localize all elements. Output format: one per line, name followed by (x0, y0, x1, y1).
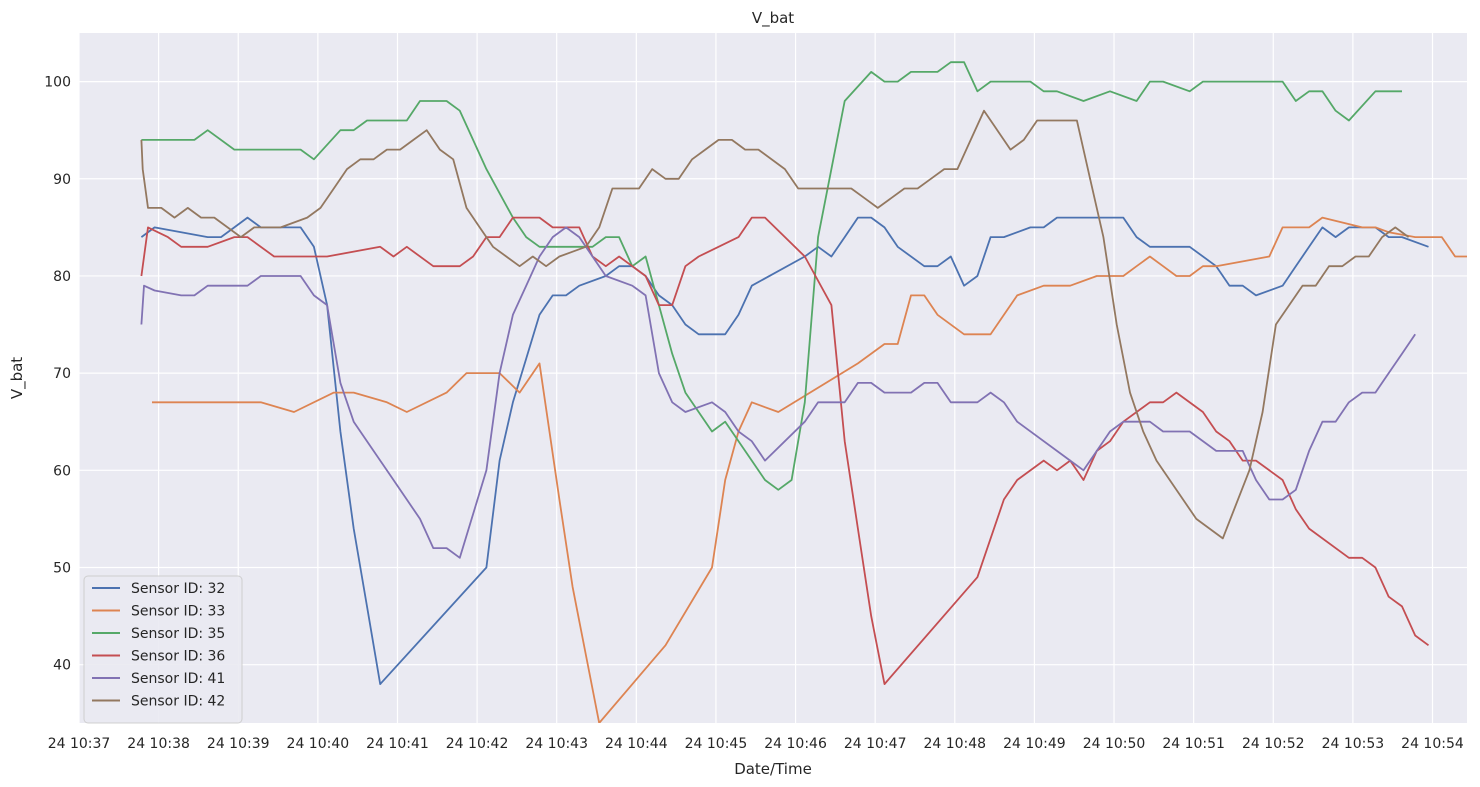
x-tick-label: 24 10:47 (844, 736, 907, 752)
y-tick-label: 60 (53, 463, 71, 479)
series-line (140, 216, 1430, 685)
series-line (152, 216, 1467, 723)
x-tick-label: 24 10:46 (764, 736, 827, 752)
x-tick-label: 24 10:45 (685, 736, 748, 752)
x-tick-label: 24 10:53 (1322, 736, 1385, 752)
x-tick-label: 24 10:43 (525, 736, 588, 752)
x-tick-label: 24 10:48 (923, 736, 986, 752)
y-tick-label: 80 (53, 269, 71, 285)
legend-box (83, 575, 243, 724)
legend-label: Sensor ID: 33 (131, 604, 225, 620)
chart-title: V_bat (752, 9, 794, 28)
legend-label: Sensor ID: 36 (131, 649, 225, 665)
y-tick-label: 40 (53, 658, 71, 674)
series-line (141, 61, 1402, 491)
x-tick-label: 24 10:54 (1401, 736, 1464, 752)
x-tick-label: 24 10:40 (287, 736, 350, 752)
x-axis-label: Date/Time (734, 760, 812, 778)
legend-label: Sensor ID: 41 (131, 671, 225, 687)
y-tick-label: 100 (44, 75, 71, 91)
series-line (140, 109, 1410, 540)
legend-label: Sensor ID: 42 (131, 694, 225, 710)
y-tick-label: 70 (53, 366, 71, 382)
x-tick-label: 24 10:52 (1242, 736, 1305, 752)
series-lines (140, 61, 1467, 723)
plot-area (79, 33, 1467, 723)
x-tick-label: 24 10:41 (366, 736, 429, 752)
x-tick-label: 24 10:37 (48, 736, 111, 752)
y-tick-label: 50 (53, 561, 71, 577)
legend: Sensor ID: 32 Sensor ID: 33 Sensor ID: 35 S… (83, 575, 243, 724)
x-tick-label: 24 10:42 (446, 736, 509, 752)
legend-label: Sensor ID: 32 (131, 581, 225, 597)
x-tick-label: 24 10:49 (1003, 736, 1066, 752)
x-tick-label: 24 10:51 (1162, 736, 1225, 752)
x-axis-ticks: 24 10:37 24 10:38 24 10:39 24 10:40 24 10:41… (48, 736, 1464, 752)
x-tick-label: 24 10:39 (207, 736, 270, 752)
series-line (140, 226, 1416, 559)
y-axis-ticks: 40 50 60 70 80 90 100 (44, 75, 71, 674)
y-tick-label: 90 (53, 172, 71, 188)
x-tick-label: 24 10:44 (605, 736, 668, 752)
y-axis-label: V_bat (8, 357, 27, 399)
x-tick-label: 24 10:38 (127, 736, 190, 752)
x-tick-label: 24 10:50 (1083, 736, 1146, 752)
legend-label: Sensor ID: 35 (131, 626, 225, 642)
